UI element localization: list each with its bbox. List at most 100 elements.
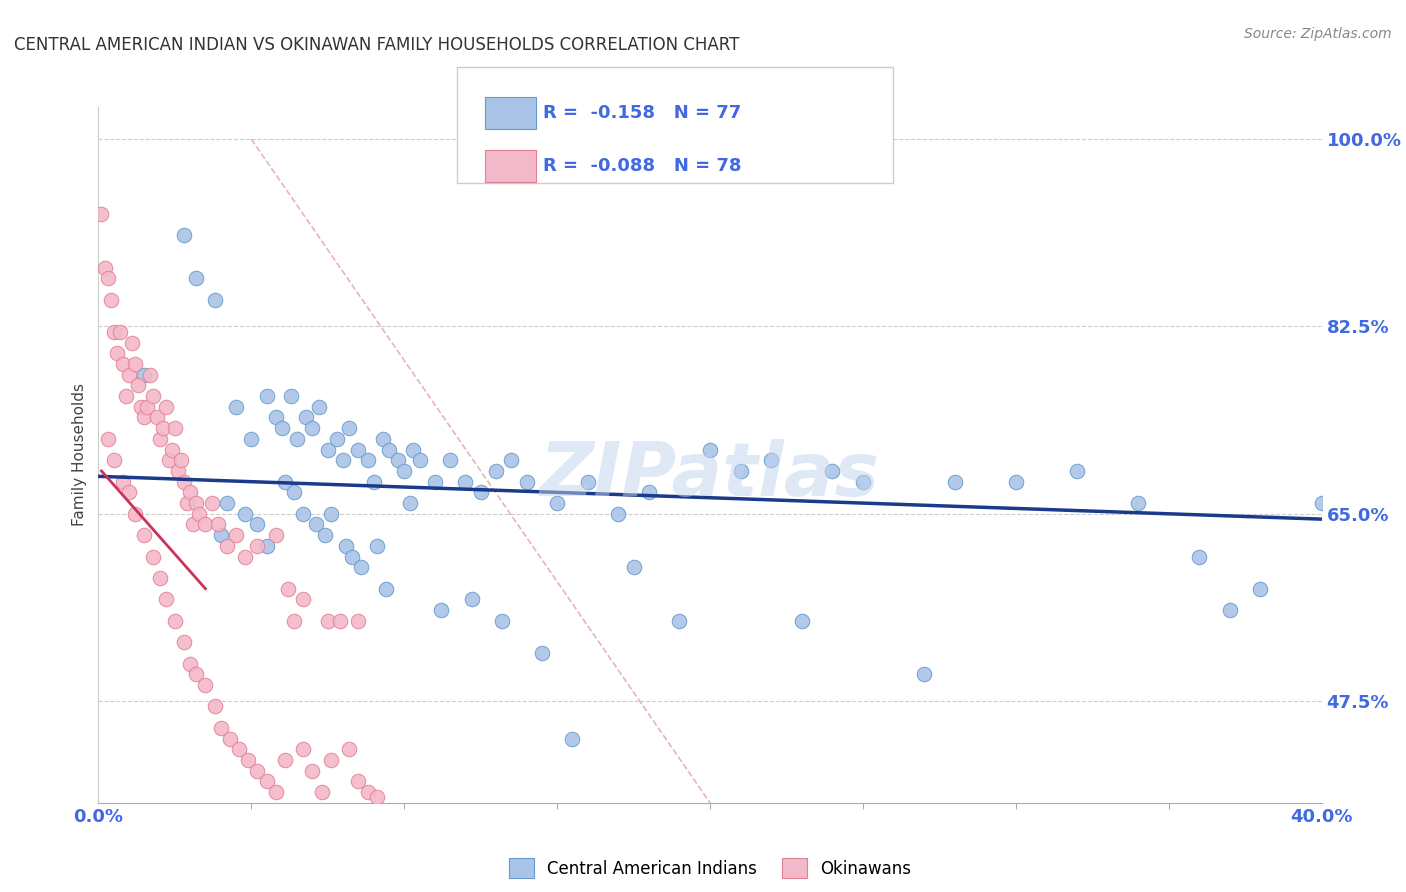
Point [366,790,388,805]
Point [270,421,294,435]
Point [378,442,401,457]
Point [100,293,122,307]
Point [97,271,120,285]
Point [576,475,599,489]
Point [155,400,177,414]
Point [347,774,370,789]
Point [399,496,422,510]
Point [366,539,388,553]
Point [233,549,256,564]
Point [912,667,935,681]
Point [115,389,138,403]
Point [194,517,217,532]
Point [485,464,508,478]
Point [149,571,172,585]
Point [155,592,177,607]
Point [127,378,149,392]
Point [186,496,208,510]
Point [347,442,370,457]
Point [295,410,318,425]
Point [1310,496,1333,510]
Point [246,517,269,532]
Point [111,475,134,489]
Point [209,528,232,542]
Point [97,432,120,446]
Point [316,614,339,628]
Point [215,496,238,510]
Point [402,442,425,457]
Point [530,646,553,660]
Point [430,603,453,617]
Point [173,228,195,243]
Point [852,475,875,489]
Point [387,453,409,467]
Point [274,753,297,767]
Point [292,507,315,521]
Point [256,539,278,553]
Point [200,496,222,510]
Point [219,731,242,746]
Point [335,539,357,553]
Point [423,475,446,489]
Point [204,293,226,307]
Point [134,528,156,542]
Point [186,271,208,285]
Point [439,453,461,467]
Legend: Central American Indians, Okinawans: Central American Indians, Okinawans [502,851,918,885]
Point [103,325,125,339]
Point [1004,475,1026,489]
Point [546,496,568,510]
Point [316,442,339,457]
Point [326,432,349,446]
Point [790,614,813,628]
Point [283,614,305,628]
Point [179,657,201,671]
Point [277,582,299,596]
Point [225,400,247,414]
Point [118,368,141,382]
Point [124,357,146,371]
Point [139,368,162,382]
Point [1219,603,1241,617]
Point [173,635,195,649]
Point [356,785,378,799]
Point [204,699,226,714]
Point [121,335,143,350]
Point [460,592,482,607]
Point [392,464,416,478]
Point [374,582,396,596]
Point [285,432,308,446]
Point [228,742,250,756]
Point [108,325,131,339]
Point [699,442,721,457]
Point [233,507,256,521]
Point [363,475,385,489]
Point [90,207,112,221]
Point [607,507,630,521]
Point [264,785,287,799]
Y-axis label: Family Households: Family Households [72,384,87,526]
Point [319,753,342,767]
Point [194,678,217,692]
Point [761,453,783,467]
Point [408,453,430,467]
Point [283,485,305,500]
Point [215,539,238,553]
Point [103,453,125,467]
Point [256,389,278,403]
Point [179,485,201,500]
Point [145,410,167,425]
Point [111,357,134,371]
Point [157,453,180,467]
Point [246,764,269,778]
Point [142,549,165,564]
Point [1066,464,1088,478]
Point [149,432,172,446]
Point [134,410,156,425]
Point [371,432,394,446]
Point [238,753,260,767]
Point [105,346,128,360]
Point [638,485,661,500]
Point [136,400,159,414]
Point [167,464,190,478]
